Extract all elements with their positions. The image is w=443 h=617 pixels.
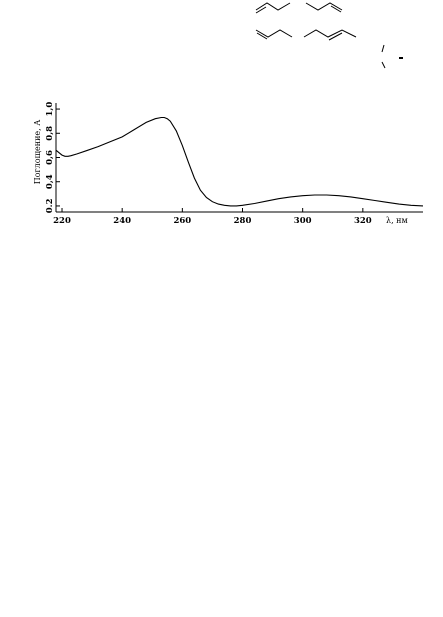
y-tick-label: 0.2	[45, 198, 55, 213]
diene-structure-2	[305, 2, 343, 13]
y-tick-label: 1,0	[45, 102, 55, 117]
x-tick-label: 280	[234, 216, 252, 226]
y-tick-label: 0,6	[45, 150, 55, 165]
structures-panel	[255, 2, 403, 69]
x-axis-title: λ, нм	[386, 216, 408, 225]
x-tick-label: 240	[113, 216, 131, 226]
y-tick-label: 0,4	[45, 174, 55, 189]
chart-axes	[55, 103, 423, 213]
partial-structure	[381, 44, 403, 69]
y-axis-ticks: 0.2 0,4 0,6 0,8 1,0	[45, 102, 60, 213]
x-axis-ticks: 220 240 260 280 300 320	[53, 208, 372, 226]
x-tick-label: 300	[294, 216, 312, 226]
diene-structure-4	[303, 29, 357, 41]
spectrum-line	[55, 116, 424, 207]
y-tick-label: 0,8	[45, 126, 55, 141]
y-axis-title: Поглощение, А	[33, 120, 42, 185]
x-tick-label: 320	[354, 216, 372, 226]
x-tick-label: 220	[53, 216, 71, 226]
absorption-chart: 220 240 260 280 300 320 0.2 0,4 0,6 0,8 1,0 λ, нм…	[33, 102, 424, 226]
diene-structure-1	[255, 2, 291, 14]
diene-structure-3	[255, 29, 293, 40]
x-tick-label: 260	[173, 216, 191, 226]
